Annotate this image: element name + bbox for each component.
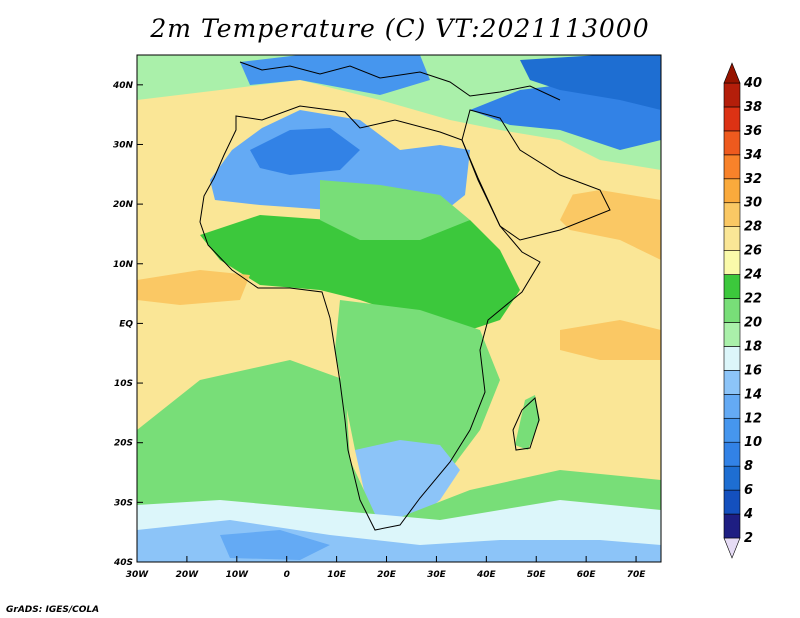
colorbar-segment bbox=[723, 130, 741, 156]
colorbar-segment bbox=[723, 298, 741, 323]
colorbar-segment bbox=[723, 82, 741, 108]
colorbar-label: 14 bbox=[744, 387, 762, 402]
colorbar-label: 28 bbox=[744, 220, 762, 235]
y-tick-label: 20N bbox=[113, 200, 134, 210]
coastlines bbox=[199, 61, 611, 531]
x-tick-label: 20W bbox=[176, 570, 200, 580]
colorbar-label: 8 bbox=[744, 459, 753, 474]
colorbar-segment bbox=[723, 178, 741, 204]
colorbar-label: 36 bbox=[744, 124, 762, 139]
x-tick-label: 30E bbox=[427, 570, 447, 580]
x-tick-label: 0 bbox=[284, 570, 290, 580]
y-tick-label: 30N bbox=[113, 140, 134, 150]
colorbar-segment bbox=[723, 250, 741, 275]
colorbar-segment bbox=[723, 489, 741, 515]
colorbar-min-arrow bbox=[723, 537, 741, 559]
madagascar-green bbox=[515, 395, 540, 450]
map-frame bbox=[136, 54, 662, 563]
gulf-of-guinea-warm bbox=[137, 270, 250, 305]
africa-outline bbox=[199, 105, 541, 531]
southern-ocean-coldest bbox=[220, 530, 330, 560]
y-axis: 40N 30N 20N 10N EQ 10S 20S 30S 40S bbox=[112, 81, 143, 568]
colorbar-max-arrow bbox=[723, 62, 741, 84]
colorbar-segment bbox=[723, 154, 741, 180]
europe-cold bbox=[240, 55, 430, 95]
south-atlantic-green bbox=[137, 360, 661, 540]
mediterranean-north bbox=[239, 61, 561, 101]
colorbar-segment bbox=[723, 465, 741, 491]
arabian-peninsula-warm bbox=[495, 145, 580, 230]
sahel-light-green bbox=[320, 180, 470, 240]
colorbar-label: 2 bbox=[744, 531, 753, 546]
colorbar-label: 12 bbox=[744, 411, 762, 426]
colorbar-segment bbox=[723, 322, 741, 347]
y-tick-label: 40N bbox=[112, 81, 134, 91]
colorbar-label: 30 bbox=[744, 196, 762, 211]
temperature-field bbox=[137, 55, 661, 562]
colorbar-segment bbox=[723, 274, 741, 299]
colorbar-label: 24 bbox=[744, 268, 762, 283]
colorbar-label: 18 bbox=[744, 339, 762, 354]
y-tick-label: 40S bbox=[113, 558, 133, 568]
colorbar-label: 22 bbox=[744, 292, 762, 307]
x-tick-label: 20E bbox=[377, 570, 397, 580]
colorbar-label: 34 bbox=[744, 148, 762, 163]
colorbar-segment bbox=[723, 202, 741, 227]
colorbar-segment bbox=[723, 346, 741, 371]
y-tick-label: 10S bbox=[114, 379, 133, 389]
footer-credit: GrADS: IGES/COLA bbox=[6, 605, 100, 615]
colorbar-segment bbox=[723, 394, 741, 419]
turkey-iran-coldest bbox=[520, 55, 661, 110]
x-tick-label: 60E bbox=[577, 570, 597, 580]
southern-africa-cool bbox=[355, 440, 460, 525]
colorbar-label: 38 bbox=[744, 100, 762, 115]
colorbar-segment bbox=[723, 513, 741, 539]
y-tick-label: 10N bbox=[113, 260, 134, 270]
y-tick-label: 30S bbox=[114, 498, 133, 508]
x-tick-label: 50E bbox=[527, 570, 547, 580]
x-tick-label: 30W bbox=[126, 570, 150, 580]
colorbar-label: 40 bbox=[743, 76, 762, 91]
colorbar-segment bbox=[723, 106, 741, 132]
colorbar-segment bbox=[723, 441, 741, 467]
sahara-core-cold bbox=[250, 128, 360, 175]
sahel-green bbox=[200, 215, 520, 330]
y-tick-label: 20S bbox=[114, 439, 133, 449]
colorbar-segment bbox=[723, 417, 741, 443]
x-tick-label: 10E bbox=[327, 570, 347, 580]
colorbar-label: 4 bbox=[743, 507, 753, 522]
y-tick-label: EQ bbox=[119, 319, 133, 329]
x-tick-label: 10W bbox=[226, 570, 250, 580]
x-tick-label: 40E bbox=[476, 570, 497, 580]
colorbar-segment bbox=[723, 226, 741, 251]
madagascar-outline bbox=[512, 397, 540, 451]
colorbar-label: 26 bbox=[744, 244, 762, 259]
chart-title: 2m Temperature (C) VT:2021113000 bbox=[150, 14, 650, 43]
indian-ocean-warm bbox=[560, 320, 661, 360]
colorbar-label: 16 bbox=[744, 363, 762, 378]
colorbar-segment bbox=[723, 370, 741, 395]
arabian-sea-warm bbox=[540, 190, 661, 260]
arabia-outline bbox=[461, 109, 611, 241]
colorbar-label: 6 bbox=[744, 483, 753, 498]
x-tick-label: 70E bbox=[627, 570, 647, 580]
colorbar-label: 20 bbox=[744, 315, 762, 330]
north-green-band bbox=[137, 55, 661, 170]
x-axis: 30W 20W 10W 0 10E 20E 30E 40E 50E 60E 70E bbox=[126, 556, 646, 580]
colorbar-label: 32 bbox=[744, 172, 762, 187]
colorbar-label: 10 bbox=[744, 435, 762, 450]
